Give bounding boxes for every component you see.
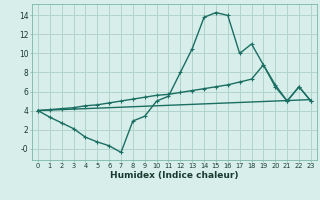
X-axis label: Humidex (Indice chaleur): Humidex (Indice chaleur) [110,171,239,180]
